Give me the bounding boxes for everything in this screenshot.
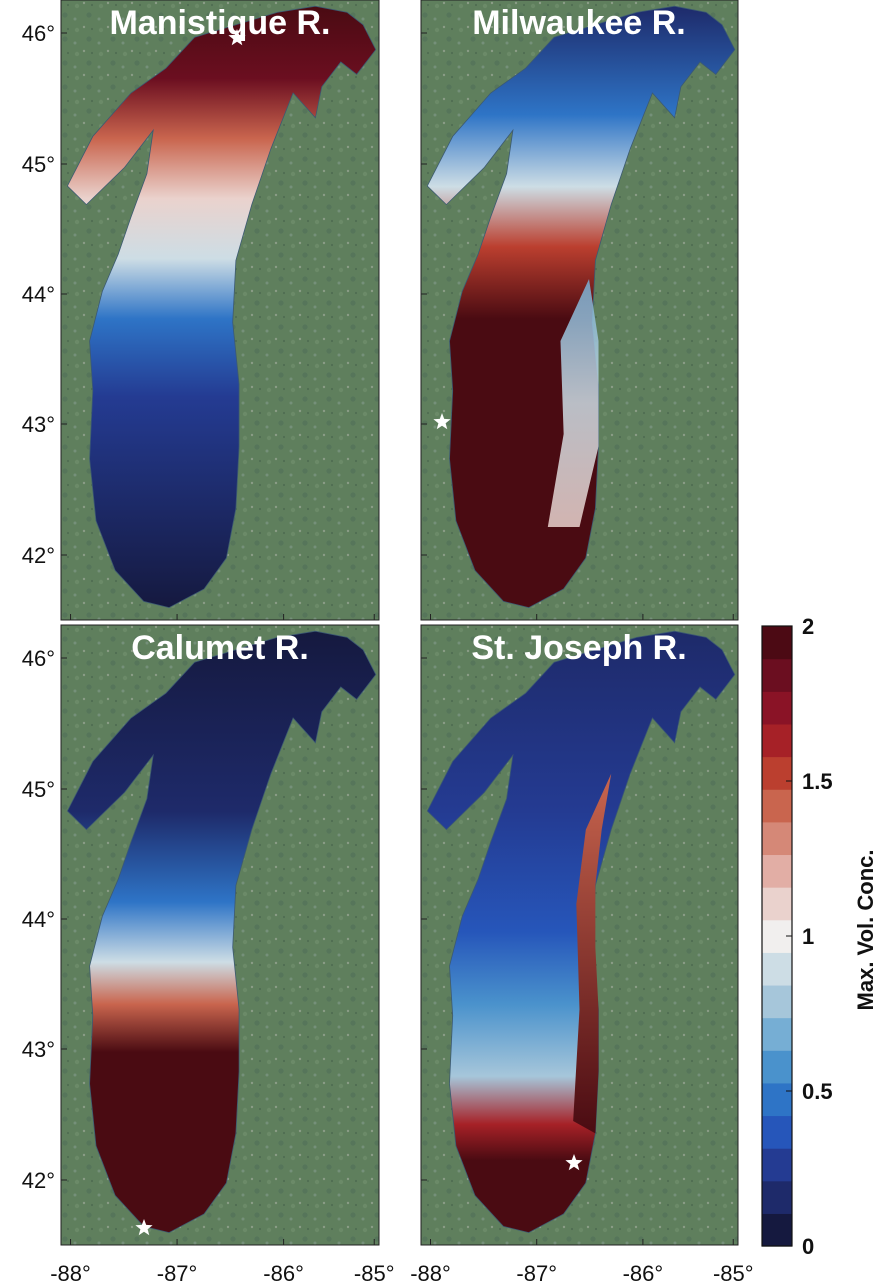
lat-tick-label: 43°	[22, 412, 55, 437]
lon-tick-label: -86°	[263, 1261, 304, 1286]
lon-tick-label: -85°	[713, 1261, 754, 1286]
panel-title: St. Joseph R.	[471, 629, 686, 667]
colorbar-swatch	[762, 1148, 792, 1182]
lon-tick-label: -85°	[354, 1261, 395, 1286]
colorbar-swatch	[762, 723, 792, 758]
colorbar-swatch	[762, 1017, 792, 1051]
colorbar-tick-label: 1	[802, 924, 814, 949]
plume-detail	[573, 773, 612, 1134]
lon-tick-label: -87°	[516, 1261, 557, 1286]
colorbar-swatch	[762, 887, 792, 921]
lat-tick-label: 46°	[22, 646, 55, 671]
colorbar-swatch	[762, 854, 792, 888]
colorbar-swatch	[762, 756, 792, 790]
colorbar-swatch	[762, 789, 792, 823]
colorbar-tick-label: 0.5	[802, 1079, 833, 1104]
colorbar-swatch	[762, 626, 792, 660]
colorbar-swatch	[762, 1213, 792, 1247]
colorbar-swatch	[762, 1082, 792, 1117]
source-star-icon	[565, 1154, 583, 1171]
map-panel-3: Calumet R. 46° 45° 44° 43° 42° -88° -87° -86° -85…	[22, 624, 395, 1286]
panel-title: Milwaukee R.	[472, 4, 686, 42]
colorbar-tick-label: 2	[802, 614, 814, 639]
lake-michigan-concentration	[66, 630, 377, 1234]
colorbar-swatch	[762, 1115, 792, 1149]
lat-tick-label: 44°	[22, 282, 55, 307]
map-panel-2: Milwaukee R.	[420, 0, 739, 621]
colorbar-swatch	[762, 691, 792, 725]
plume-detail	[547, 279, 599, 527]
lat-tick-label: 43°	[22, 1037, 55, 1062]
colorbar-swatch	[762, 952, 792, 986]
lon-tick-label: -86°	[623, 1261, 664, 1286]
colorbar-swatches	[762, 626, 792, 1247]
lat-tick-label: 45°	[22, 777, 55, 802]
panel-title: Calumet R.	[131, 629, 309, 667]
colorbar-tick-label: 1.5	[802, 769, 833, 794]
colorbar-swatch	[762, 1050, 792, 1084]
colorbar-swatch	[762, 984, 792, 1019]
colorbar-tick-label: 0	[802, 1234, 814, 1259]
map-panel-1: Manistique R. 46° 45° 44° 43° 42°	[22, 0, 380, 621]
colorbar-swatch	[762, 658, 792, 692]
lat-tick-label: 42°	[22, 543, 55, 568]
lat-tick-label: 44°	[22, 907, 55, 932]
source-star-icon	[228, 29, 246, 46]
lake-michigan-concentration	[66, 5, 377, 609]
panel-frame	[60, 624, 380, 1246]
colorbar-title: Max. Vol. Conc.	[853, 850, 876, 1011]
lat-tick-label: 45°	[22, 152, 55, 177]
panel-title: Manistique R.	[109, 4, 330, 42]
source-star-icon	[135, 1219, 153, 1236]
map-panel-4: St. Joseph R. -88° -87° -86° -85°	[410, 624, 754, 1286]
lon-tick-label: -88°	[50, 1261, 91, 1286]
lat-tick-label: 46°	[22, 21, 55, 46]
colorbar-swatch	[762, 821, 792, 856]
colorbar-swatch	[762, 1180, 792, 1214]
panel-frame	[420, 624, 739, 1246]
colorbar-ticks: 2 1.5 1 0.5 0	[786, 614, 833, 1259]
lon-tick-label: -87°	[157, 1261, 198, 1286]
lat-tick-label: 42°	[22, 1168, 55, 1193]
panel-frame	[420, 0, 739, 621]
source-star-icon	[433, 413, 451, 430]
lon-tick-label: -88°	[410, 1261, 451, 1286]
colorbar: 2 1.5 1 0.5 0 Max. Vol. Conc.	[761, 614, 876, 1259]
panel-frame	[60, 0, 380, 621]
